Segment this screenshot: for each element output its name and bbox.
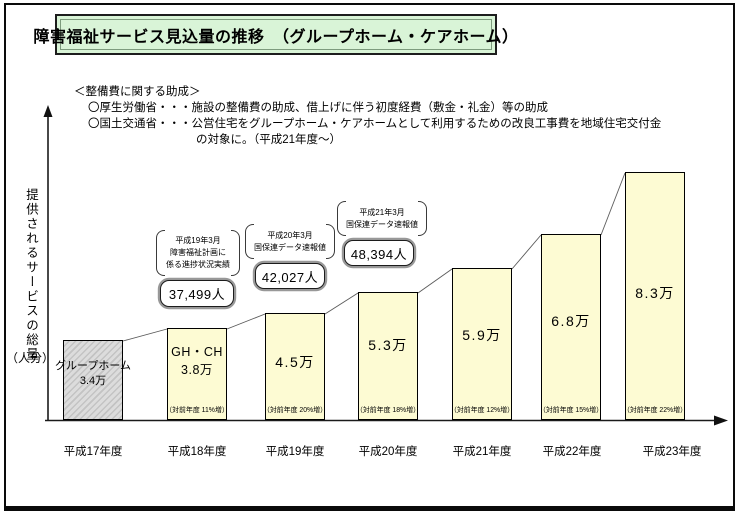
bar-h21: 5.9万 （対前年度 12%増） [450, 268, 514, 420]
bar-h19-yoy: （対前年度 20%増） [263, 407, 327, 414]
y-axis-label: 提供されるサービスの総量 [24, 188, 38, 362]
bar-h21-yoy: （対前年度 12%増） [450, 407, 514, 414]
callout-h20-value: 42,027人 [261, 269, 319, 285]
bar-h18-yoy: （対前年度 11%増） [165, 407, 229, 414]
callout-h19-value: 37,499人 [168, 287, 226, 302]
callout-h20-value-box: 42,027人 [255, 263, 325, 289]
bar-h20: 5.3万 （対前年度 18%増） [356, 292, 420, 420]
callout-h21-value: 48,394人 [350, 246, 408, 262]
bar-h22: 6.8万 （対前年度 15%増） [539, 234, 603, 420]
trend-lines [122, 172, 626, 342]
bar-h18-value: 3.8万 [181, 363, 213, 377]
callout-h21-note-line1: 平成21年3月 [359, 207, 405, 217]
x-label-h23: 平成23年度 [642, 446, 702, 458]
callout-h21-value-box: 48,394人 [344, 240, 414, 266]
callout-h20-note: 平成20年3月 国保連データ速報値 [245, 224, 335, 259]
bar-h17-label: グループホーム 3.4万 [55, 359, 131, 389]
bar-h19-value: 4.5万 [275, 354, 315, 370]
trend-line [511, 234, 542, 270]
x-label-h18: 平成18年度 [167, 446, 227, 458]
callout-h20-note-line1: 平成20年3月 [267, 230, 313, 240]
x-label-h17: 平成17年度 [63, 446, 123, 458]
bar-h20-yoy: （対前年度 18%増） [356, 407, 420, 414]
callout-h21-note: 平成21年3月 国保連データ速報値 [337, 201, 427, 236]
bar-h23-value: 8.3万 [635, 285, 675, 301]
trend-line [324, 292, 359, 315]
bar-h17: グループホーム 3.4万 [55, 340, 131, 420]
subsidy-note-heading: ＜整備費に関する助成＞ [74, 86, 201, 98]
bar-h19: 4.5万 （対前年度 20%増） [263, 313, 327, 420]
bar-h18: GH・CH 3.8万 （対前年度 11%増） [165, 328, 229, 420]
y-axis-arrow-icon [43, 105, 53, 117]
subsidy-note-line1: 〇厚生労働省・・・施設の整備費の助成、借上げに伴う初度経費（敷金・礼金）等の助成 [88, 102, 548, 114]
callout-h19-note-line1: 平成19年3月 [175, 236, 221, 245]
bar-h17-name: グループホーム [54, 360, 132, 372]
x-label-h21: 平成21年度 [452, 446, 512, 458]
x-axis-arrow-icon [714, 415, 728, 426]
x-label-h22: 平成22年度 [542, 446, 602, 458]
page-border [4, 3, 735, 511]
title-box: 障害福祉サービス見込量の推移 （グループホーム・ケアホーム） [33, 14, 518, 55]
x-label-h19: 平成19年度 [265, 446, 325, 458]
bar-h17-value: 3.4万 [79, 375, 107, 387]
callout-h19-note-line3: 係る進捗状況実績 [166, 260, 230, 269]
trend-line [600, 172, 626, 236]
callout-h19-note: 平成19年3月 障害福祉計画に 係る進捗状況実績 [156, 230, 240, 276]
x-label-h20: 平成20年度 [358, 446, 418, 458]
trend-line [417, 268, 453, 294]
bar-h21-value: 5.9万 [462, 327, 502, 343]
trend-line [122, 328, 168, 342]
bar-h23: 8.3万 （対前年度 22%増） [623, 172, 687, 420]
bar-h18-name: GH・CH [171, 345, 223, 359]
bar-h22-yoy: （対前年度 15%増） [539, 407, 603, 414]
bar-h18-label: GH・CH 3.8万 [171, 343, 223, 379]
callout-h21-note-line2: 国保連データ速報値 [346, 219, 418, 229]
bar-h22-value: 6.8万 [551, 313, 591, 329]
trend-line [226, 313, 266, 330]
y-axis-unit: （人分） [6, 351, 55, 365]
page-title: 障害福祉サービス見込量の推移 （グループホーム・ケアホーム） [33, 28, 519, 46]
subsidy-note: ＜整備費に関する助成＞ 〇厚生労働省・・・施設の整備費の助成、借上げに伴う初度経… [74, 84, 694, 148]
subsidy-note-line3: の対象に。（平成21年度～） [196, 134, 342, 146]
subsidy-note-line2: 〇国土交通省・・・公営住宅をグループホーム・ケアホームとして利用するための改良工… [88, 118, 662, 130]
title-box-inner: 障害福祉サービス見込量の推移 （グループホーム・ケアホーム） [33, 19, 518, 50]
callout-h19-value-box: 37,499人 [160, 280, 234, 307]
callout-h19-note-line2: 障害福祉計画に [170, 248, 226, 257]
callout-h20-note-line2: 国保連データ速報値 [254, 242, 326, 252]
bar-h20-value: 5.3万 [368, 337, 408, 353]
bar-h23-yoy: （対前年度 22%増） [623, 407, 687, 414]
